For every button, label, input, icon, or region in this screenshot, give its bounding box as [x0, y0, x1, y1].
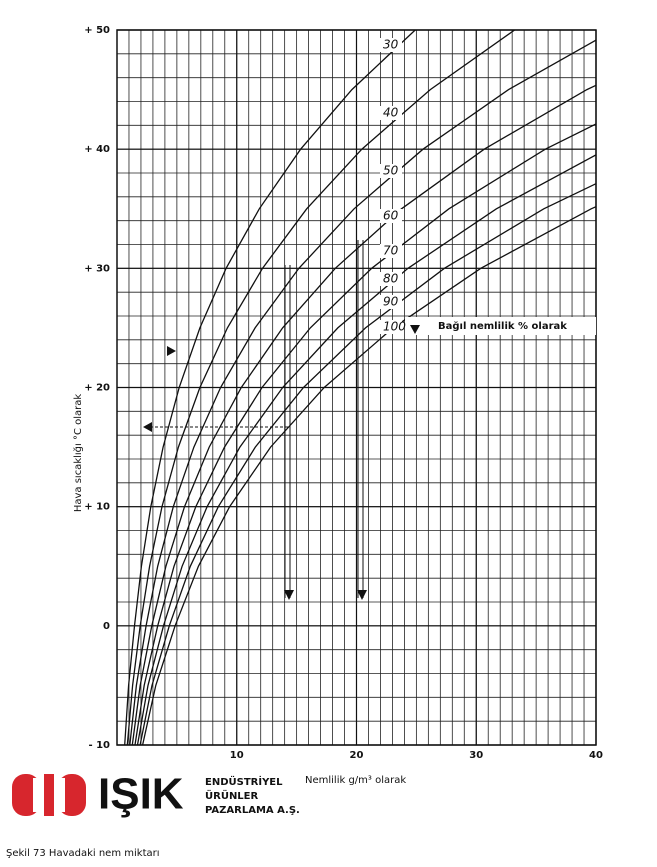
curve-label: 40	[383, 106, 399, 120]
arrow	[167, 346, 176, 356]
humidity-curve	[124, 30, 416, 745]
curve-label: 100	[383, 320, 406, 334]
caption: Şekil 73 Havadaki nem miktarı	[6, 848, 160, 859]
x-tick-label: 10	[230, 750, 244, 761]
x-tick-label: 30	[469, 750, 483, 761]
curve-label: 70	[383, 244, 399, 258]
curve-label: 90	[383, 295, 399, 309]
curve-label-bg	[380, 209, 402, 223]
arrow	[143, 422, 152, 432]
plot-frame	[116, 29, 597, 746]
arrow	[284, 590, 294, 600]
y-axis-label: Hava sıcaklığı °C olarak	[72, 394, 84, 513]
humidity-curve	[136, 154, 596, 745]
y-tick-label: - 10	[88, 740, 110, 751]
humidity-curve	[141, 206, 596, 745]
y-tick-label: + 20	[84, 383, 110, 394]
curve-label: 30	[383, 38, 399, 52]
curve-label-bg	[380, 272, 402, 286]
y-tick-label: 0	[103, 621, 110, 632]
x-tick-label: 40	[589, 750, 603, 761]
curve-label-bg	[380, 106, 402, 120]
humidity-curve	[129, 39, 596, 745]
curve-label-bg	[380, 164, 402, 178]
humidity-curve	[139, 182, 596, 745]
curve-label-bg	[380, 244, 402, 258]
y-tick-label: + 10	[84, 502, 110, 513]
logo-text: ÜRÜNLER	[205, 788, 259, 802]
curve-label-bg	[380, 38, 402, 52]
annotation-box	[405, 317, 596, 335]
curve-label: 50	[383, 164, 399, 178]
humidity-curve	[134, 123, 596, 745]
x-axis-label: Nemlilik g/m³ olarak	[305, 775, 406, 786]
y-tick-label: + 30	[84, 263, 110, 274]
y-tick-label: + 40	[84, 144, 110, 155]
logo-text: ENDÜSTRİYEL	[205, 774, 283, 788]
curve-label: 80	[383, 272, 399, 286]
arrow	[410, 325, 420, 334]
logo-name: IŞIK	[98, 770, 184, 819]
x-tick-label: 20	[350, 750, 364, 761]
humidity-curve	[131, 84, 596, 745]
curve-label: 60	[383, 209, 399, 223]
y-tick-label: + 50	[84, 25, 110, 36]
curve-label-bg	[380, 320, 402, 334]
logo-shape	[44, 774, 54, 816]
humidity-curve	[126, 30, 515, 745]
logo-text: PAZARLAMA A.Ş.	[205, 805, 300, 816]
annotation: Bağıl nemlilik % olarak	[438, 320, 567, 332]
curve-label-bg	[380, 295, 402, 309]
arrow	[357, 590, 367, 600]
